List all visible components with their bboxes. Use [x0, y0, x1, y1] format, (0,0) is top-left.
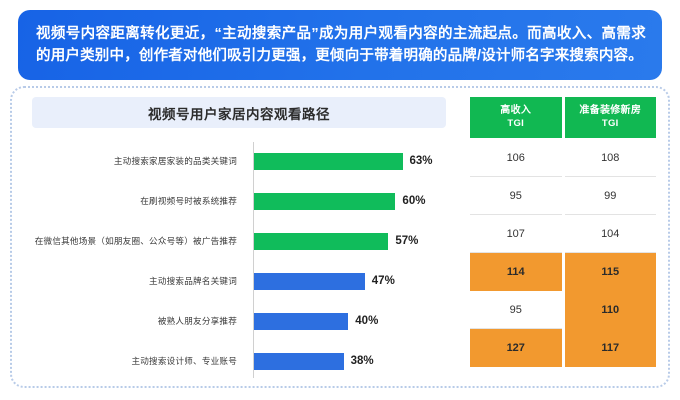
tgi-cell-high-income: 95	[470, 177, 562, 215]
tgi-header-high-income-subtitle: TGI	[507, 117, 525, 129]
bar-fill	[254, 152, 403, 170]
bar-track: 57%	[254, 222, 462, 260]
tgi-cell-high-income: 107	[470, 215, 562, 253]
bar-fill	[254, 192, 396, 210]
bar-row: 被熟人朋友分享推荐 40%	[10, 302, 462, 340]
bar-category-label: 在刷视频号时被系统推荐	[140, 195, 237, 206]
tgi-cell-high-income: 95	[470, 291, 562, 329]
tgi-column-new-home: 准备装修新房 TGI 108 99 104 115 110 117	[564, 97, 656, 367]
bar-fill	[254, 352, 344, 370]
chart-title-bar: 视频号用户家居内容观看路径	[32, 97, 446, 128]
bar-category-label: 在微信其他场景（如朋友圈、公众号等）被广告推荐	[34, 235, 237, 246]
bar-category-label: 被熟人朋友分享推荐	[157, 315, 237, 326]
bar-value-label: 60%	[402, 195, 426, 207]
bar-value-label: 40%	[355, 315, 379, 327]
tgi-header-high-income-title: 高收入	[500, 105, 532, 117]
tgi-header-new-home: 准备装修新房 TGI	[564, 97, 656, 138]
tgi-header-high-income: 高收入 TGI	[470, 97, 562, 138]
bar-fill	[254, 232, 389, 250]
bar-category-label: 主动搜索家居家装的品类关键词	[113, 155, 237, 166]
tgi-cell-high-income: 106	[470, 139, 562, 177]
bar-track: 38%	[254, 342, 462, 380]
insight-banner-text: 视频号内容距离转化更近，“主动搜索产品”成为用户观看内容的主流起点。而高收入、高…	[36, 25, 646, 64]
bar-category-label: 主动搜索品牌名关键词	[149, 275, 237, 286]
tgi-cell-high-income: 114	[470, 253, 562, 291]
tgi-header-new-home-subtitle: TGI	[601, 117, 619, 129]
bar-row: 主动搜索品牌名关键词 47%	[10, 262, 462, 300]
bar-row: 主动搜索家居家装的品类关键词 63%	[10, 142, 462, 180]
tgi-table: 高收入 TGI 106 95 107 114 95 127 准备装修新房 TGI 108 9…	[470, 97, 656, 367]
chart-title: 视频号用户家居内容观看路径	[148, 106, 330, 122]
bar-row: 主动搜索设计师、专业账号 38%	[10, 342, 462, 380]
bar-chart-plot: 主动搜索家居家装的品类关键词 63% 在刷视频号时被系统推荐 60% 在微信其他场景（如…	[10, 138, 462, 382]
bar-track: 40%	[254, 302, 462, 340]
bar-value-label: 57%	[395, 235, 419, 247]
insight-banner: 视频号内容距离转化更近，“主动搜索产品”成为用户观看内容的主流起点。而高收入、高…	[18, 10, 662, 80]
bar-fill	[254, 312, 349, 330]
tgi-column-high-income: 高收入 TGI 106 95 107 114 95 127	[470, 97, 562, 367]
tgi-cell-new-home: 115	[564, 253, 656, 291]
bar-row: 在微信其他场景（如朋友圈、公众号等）被广告推荐 57%	[10, 222, 462, 260]
bar-value-label: 47%	[371, 275, 395, 287]
tgi-header-new-home-title: 准备装修新房	[579, 105, 642, 117]
tgi-cell-new-home: 104	[564, 215, 656, 253]
bar-value-label: 63%	[409, 155, 433, 167]
bar-value-label: 38%	[350, 355, 374, 367]
tgi-cell-new-home: 110	[564, 291, 656, 329]
bar-category-label: 主动搜索设计师、专业账号	[131, 355, 237, 366]
tgi-cell-new-home: 117	[564, 329, 656, 367]
chart-panel: 视频号用户家居内容观看路径 主动搜索家居家装的品类关键词 63% 在刷视频号时被系统…	[10, 86, 462, 388]
tgi-cell-new-home: 99	[564, 177, 656, 215]
bar-track: 47%	[254, 262, 462, 300]
bar-row: 在刷视频号时被系统推荐 60%	[10, 182, 462, 220]
tgi-cell-new-home: 108	[564, 139, 656, 177]
bar-fill	[254, 272, 365, 290]
tgi-cell-high-income: 127	[470, 329, 562, 367]
bar-track: 63%	[254, 142, 462, 180]
chart-axis-line	[253, 142, 254, 378]
bar-track: 60%	[254, 182, 462, 220]
